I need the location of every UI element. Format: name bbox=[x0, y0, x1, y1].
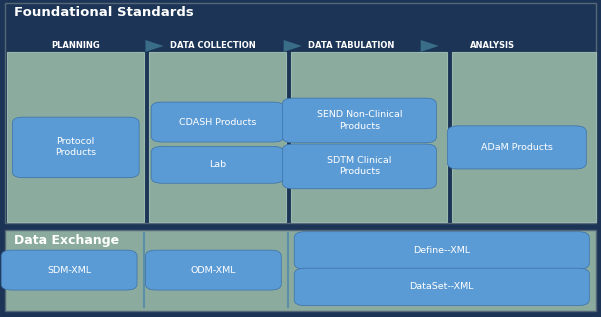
Text: DATA COLLECTION: DATA COLLECTION bbox=[171, 42, 256, 50]
FancyBboxPatch shape bbox=[13, 117, 139, 178]
FancyBboxPatch shape bbox=[294, 232, 589, 269]
FancyBboxPatch shape bbox=[5, 3, 596, 223]
FancyBboxPatch shape bbox=[452, 52, 596, 222]
FancyBboxPatch shape bbox=[1, 250, 137, 290]
FancyBboxPatch shape bbox=[7, 52, 144, 222]
Text: ANALYSIS: ANALYSIS bbox=[471, 42, 515, 50]
Text: SEND Non-Clinical
Products: SEND Non-Clinical Products bbox=[317, 110, 402, 131]
Text: Protocol
Products: Protocol Products bbox=[55, 137, 96, 158]
Text: ADaM Products: ADaM Products bbox=[481, 143, 553, 152]
Text: SDTM Clinical
Products: SDTM Clinical Products bbox=[327, 156, 392, 177]
FancyBboxPatch shape bbox=[149, 52, 286, 222]
Polygon shape bbox=[421, 40, 439, 52]
Text: ODM-XML: ODM-XML bbox=[191, 266, 236, 275]
Polygon shape bbox=[145, 40, 163, 52]
Text: Define--XML: Define--XML bbox=[413, 246, 471, 255]
FancyBboxPatch shape bbox=[151, 102, 284, 142]
FancyBboxPatch shape bbox=[447, 126, 586, 169]
Text: CDASH Products: CDASH Products bbox=[179, 118, 256, 126]
FancyBboxPatch shape bbox=[151, 146, 284, 183]
FancyBboxPatch shape bbox=[291, 52, 447, 222]
Text: DATA TABULATION: DATA TABULATION bbox=[308, 42, 395, 50]
Text: Lab: Lab bbox=[209, 160, 226, 169]
Text: SDM-XML: SDM-XML bbox=[47, 266, 91, 275]
Polygon shape bbox=[284, 40, 302, 52]
Text: Foundational Standards: Foundational Standards bbox=[14, 6, 194, 19]
FancyBboxPatch shape bbox=[5, 230, 596, 311]
FancyBboxPatch shape bbox=[282, 144, 436, 189]
FancyBboxPatch shape bbox=[282, 98, 436, 143]
Text: PLANNING: PLANNING bbox=[50, 42, 100, 50]
FancyBboxPatch shape bbox=[294, 268, 589, 306]
Text: DataSet--XML: DataSet--XML bbox=[409, 282, 474, 291]
FancyBboxPatch shape bbox=[145, 250, 281, 290]
Text: Data Exchange: Data Exchange bbox=[14, 234, 119, 247]
